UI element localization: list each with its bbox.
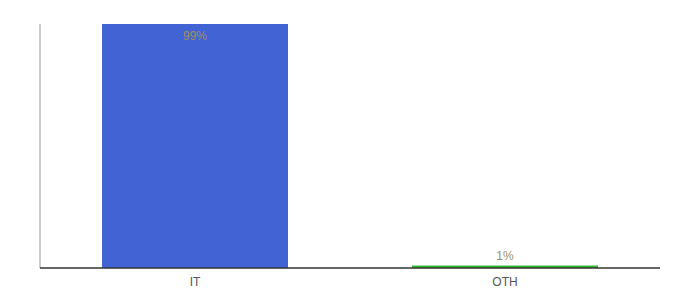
x-axis-line xyxy=(40,267,660,269)
chart-container: 99% 1% IT OTH xyxy=(0,0,680,300)
data-label: 1% xyxy=(496,249,514,263)
bar xyxy=(102,24,288,268)
x-tick-label: IT xyxy=(190,275,201,289)
y-axis-line xyxy=(40,24,41,268)
bars xyxy=(102,24,598,268)
data-label: 99% xyxy=(183,29,207,43)
x-tick-label: OTH xyxy=(492,275,517,289)
chart: 99% 1% IT OTH xyxy=(0,0,680,300)
